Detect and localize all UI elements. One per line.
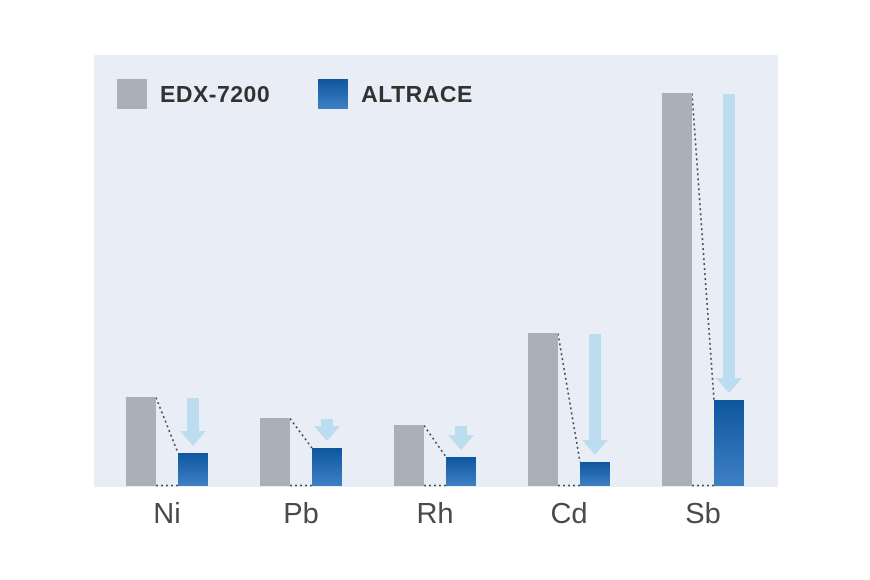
- legend: EDX-7200 ALTRACE: [117, 79, 473, 109]
- chart-panel: EDX-7200 ALTRACE: [94, 55, 778, 487]
- bar-edx7200-Pb: [260, 418, 290, 486]
- legend-swatch-altrace: [318, 79, 349, 109]
- bar-edx7200-Ni: [126, 397, 156, 486]
- down-arrow-icon-Sb: [716, 94, 742, 393]
- down-arrow-icon-Ni: [180, 398, 206, 446]
- category-label-Pb: Pb: [283, 498, 319, 530]
- bar-altrace-Cd: [580, 462, 610, 486]
- category-label-Ni: Ni: [153, 498, 181, 530]
- legend-swatch-edx7200: [117, 79, 147, 109]
- down-arrow-icon-Cd: [582, 334, 608, 455]
- dotted-connector-Sb: [691, 93, 715, 401]
- bar-edx7200-Rh: [394, 425, 424, 486]
- bar-altrace-Sb: [714, 400, 744, 486]
- dotted-connector-Ni: [155, 397, 179, 454]
- category-label-Cd: Cd: [550, 498, 588, 530]
- legend-label-edx7200: EDX-7200: [160, 80, 271, 107]
- dotted-connector-Pb: [289, 418, 313, 449]
- category-label-Sb: Sb: [685, 498, 721, 530]
- bar-altrace-Pb: [312, 448, 342, 486]
- category-label-Rh: Rh: [416, 498, 454, 530]
- down-arrow-icon-Pb: [314, 419, 340, 441]
- bar-altrace-Rh: [446, 457, 476, 486]
- down-arrow-icon-Rh: [448, 426, 474, 450]
- bar-altrace-Ni: [178, 453, 208, 486]
- legend-label-altrace: ALTRACE: [361, 80, 473, 107]
- bar-chart-plot: [126, 93, 744, 487]
- dotted-connector-Cd: [557, 333, 581, 463]
- bar-edx7200-Sb: [662, 93, 692, 486]
- dotted-connector-Rh: [423, 425, 447, 458]
- bar-edx7200-Cd: [528, 333, 558, 486]
